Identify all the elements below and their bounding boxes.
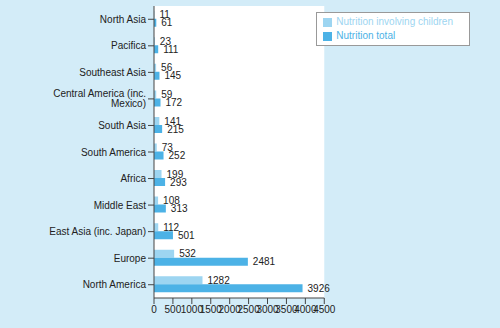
svg-text:4000: 4000 <box>294 304 317 316</box>
svg-text:145: 145 <box>164 70 181 81</box>
svg-text:1500: 1500 <box>199 304 222 316</box>
svg-text:South Asia: South Asia <box>98 120 146 131</box>
svg-text:Pacifica: Pacifica <box>111 40 146 51</box>
html-text:Nutrition total: Nutrition total <box>336 30 396 41</box>
svg-text:2481: 2481 <box>253 256 276 267</box>
svg-text:1282: 1282 <box>208 275 231 286</box>
svg-text:141: 141 <box>164 115 181 127</box>
svg-text:0: 0 <box>151 304 157 315</box>
svg-text:59: 59 <box>161 89 173 100</box>
svg-text:11: 11 <box>159 9 170 21</box>
svg-text:56: 56 <box>161 62 173 74</box>
svg-text:293: 293 <box>170 177 187 188</box>
html-text:Nutrition involving children: Nutrition involving children <box>336 16 453 27</box>
svg-text:501: 501 <box>178 230 195 241</box>
svg-text:532: 532 <box>179 248 196 259</box>
svg-text:Southeast Asia: Southeast Asia <box>79 67 146 78</box>
svg-text:111: 111 <box>163 44 179 55</box>
svg-text:East Asia (inc. Japan): East Asia (inc. Japan) <box>49 226 146 237</box>
svg-text:500: 500 <box>165 304 182 315</box>
svg-text:2000: 2000 <box>218 304 241 316</box>
svg-text:73: 73 <box>161 142 173 154</box>
svg-text:Middle East: Middle East <box>94 200 146 211</box>
svg-text:2500: 2500 <box>237 304 260 316</box>
svg-text:North Asia: North Asia <box>100 14 147 25</box>
svg-text:Europe: Europe <box>114 253 147 264</box>
svg-text:North America: North America <box>83 279 147 290</box>
svg-text:108: 108 <box>163 195 180 207</box>
svg-text:215: 215 <box>167 124 184 135</box>
svg-text:112: 112 <box>163 221 180 233</box>
svg-text:199: 199 <box>166 168 184 180</box>
svg-text:Central America (inc.Mexico): Central America (inc.Mexico) <box>53 88 146 109</box>
svg-text:4500: 4500 <box>313 304 336 315</box>
svg-text:3926: 3926 <box>308 283 331 294</box>
svg-text:172: 172 <box>166 97 183 108</box>
svg-text:23: 23 <box>159 35 171 47</box>
svg-text:61: 61 <box>161 17 173 28</box>
svg-text:252: 252 <box>169 150 186 161</box>
svg-text:Africa: Africa <box>120 173 146 184</box>
svg-text:South America: South America <box>81 147 146 158</box>
svg-text:3500: 3500 <box>275 304 298 316</box>
svg-text:313: 313 <box>171 203 188 214</box>
svg-text:3000: 3000 <box>256 304 279 316</box>
svg-text:1000: 1000 <box>180 304 203 316</box>
